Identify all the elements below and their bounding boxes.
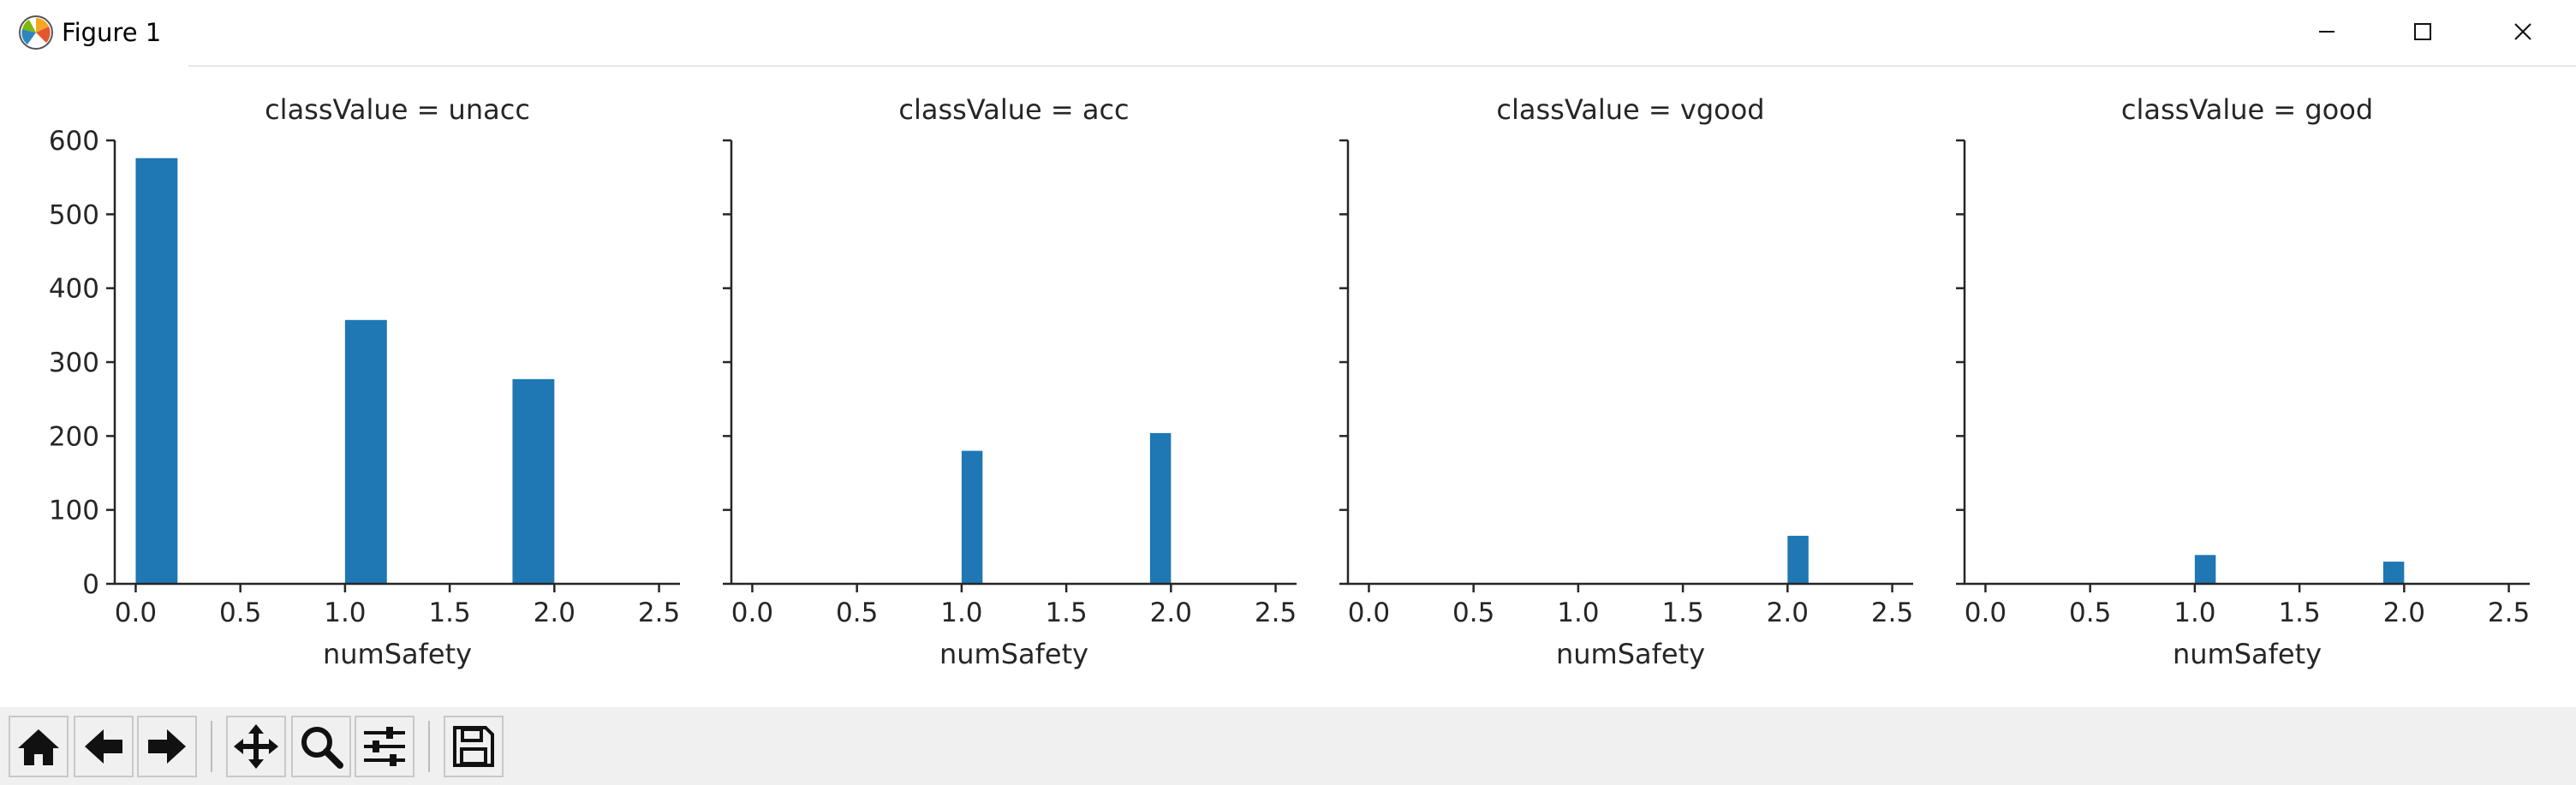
x-tick-label: 2.5	[2488, 598, 2530, 628]
y-tick-label: 300	[49, 348, 99, 378]
panel-title: classValue = acc	[898, 93, 1129, 126]
sliders-icon	[364, 727, 405, 766]
window-title: Figure 1	[62, 18, 162, 47]
x-tick-label: 0.0	[115, 598, 157, 628]
panel-title: classValue = good	[2121, 93, 2373, 126]
x-tick-label: 0.0	[1965, 598, 2007, 628]
forward-button[interactable]	[137, 716, 197, 777]
x-tick-label: 2.5	[1255, 598, 1297, 628]
panel-title: classValue = vgood	[1496, 93, 1764, 126]
y-tick-label: 100	[49, 496, 99, 526]
y-tick-label: 0	[82, 569, 99, 600]
bar-2	[1149, 432, 1172, 584]
x-tick-label: 0.0	[731, 598, 773, 628]
title-separator	[188, 65, 2576, 67]
facet-grid-chart: classValue = unacc 0 100 200 300 400 500 600 0.0…	[49, 93, 2530, 670]
panel-title: classValue = unacc	[265, 93, 530, 126]
x-tick-label: 1.0	[2174, 598, 2215, 628]
bar-1	[1787, 535, 1809, 584]
x-tick-label: 2.0	[534, 598, 575, 628]
figure-canvas: classValue = unacc 0 100 200 300 400 500 600 0.0…	[0, 67, 2576, 707]
maximize-button[interactable]	[2372, 3, 2473, 60]
x-tick-label: 2.5	[1871, 598, 1913, 628]
arrow-left-icon	[85, 729, 122, 764]
x-tick-label: 2.5	[638, 598, 680, 628]
x-tick-label: 1.5	[2278, 598, 2320, 628]
pan-button[interactable]	[226, 716, 286, 777]
facet-panel-4: classValue = good 0.0 0.5 1.0 1.5 2.0 2.5 numSa…	[1956, 93, 2530, 670]
x-tick-label: 2.0	[1150, 598, 1192, 628]
arrow-right-icon	[148, 729, 186, 764]
toolbar-separator	[211, 721, 212, 772]
zoom-button[interactable]	[291, 716, 351, 777]
x-tick-label: 2.0	[1767, 598, 1809, 628]
x-tick-label: 1.0	[324, 598, 366, 628]
minimize-button[interactable]	[2276, 3, 2377, 60]
x-tick-label: 1.5	[1661, 598, 1703, 628]
x-tick-label: 1.5	[1045, 598, 1087, 628]
x-axis-label: numSafety	[939, 638, 1088, 670]
y-tick-label: 200	[49, 421, 99, 452]
x-tick-label: 1.5	[428, 598, 470, 628]
title-bar: Figure 1	[0, 0, 2576, 67]
bar-2	[344, 319, 387, 584]
back-button[interactable]	[74, 716, 134, 777]
x-tick-label: 0.5	[1452, 598, 1494, 628]
x-tick-label: 0.5	[836, 598, 878, 628]
floppy-disk-icon	[453, 726, 494, 767]
move-icon	[234, 724, 278, 769]
facet-panel-2: classValue = acc 0.0 0.5 1.0 1.5 2.0 2.5 numSaf…	[723, 93, 1297, 670]
y-tick-label: 500	[49, 199, 99, 230]
x-tick-label: 1.0	[1557, 598, 1599, 628]
y-tick-label: 600	[49, 126, 99, 157]
x-tick-label: 1.0	[940, 598, 982, 628]
y-tick-label: 400	[49, 274, 99, 305]
bar-1	[961, 450, 983, 584]
configure-subplots-button[interactable]	[355, 716, 414, 777]
x-axis-label: numSafety	[2173, 638, 2322, 670]
toolbar-separator	[428, 721, 430, 772]
bar-3	[512, 378, 555, 584]
facet-panel-1: classValue = unacc 0 100 200 300 400 500 600 0.0…	[49, 93, 680, 670]
x-tick-label: 0.5	[2069, 598, 2111, 628]
bar-2	[2382, 562, 2405, 584]
x-tick-label: 0.5	[219, 598, 261, 628]
matplotlib-logo-icon	[19, 15, 53, 50]
home-icon	[18, 729, 59, 765]
bar-1	[2194, 555, 2216, 584]
x-axis-label: numSafety	[323, 638, 472, 670]
close-button[interactable]	[2473, 3, 2574, 60]
x-tick-label: 0.0	[1348, 598, 1390, 628]
magnifier-icon	[301, 727, 343, 769]
x-tick-label: 2.0	[2383, 598, 2425, 628]
bar-1	[135, 158, 178, 584]
facet-panel-3: classValue = vgood 0.0 0.5 1.0 1.5 2.0 2.5 numS…	[1339, 93, 1913, 670]
save-button[interactable]	[444, 716, 504, 777]
navigation-toolbar	[0, 707, 2576, 785]
x-axis-label: numSafety	[1556, 638, 1705, 670]
home-button[interactable]	[9, 716, 69, 777]
